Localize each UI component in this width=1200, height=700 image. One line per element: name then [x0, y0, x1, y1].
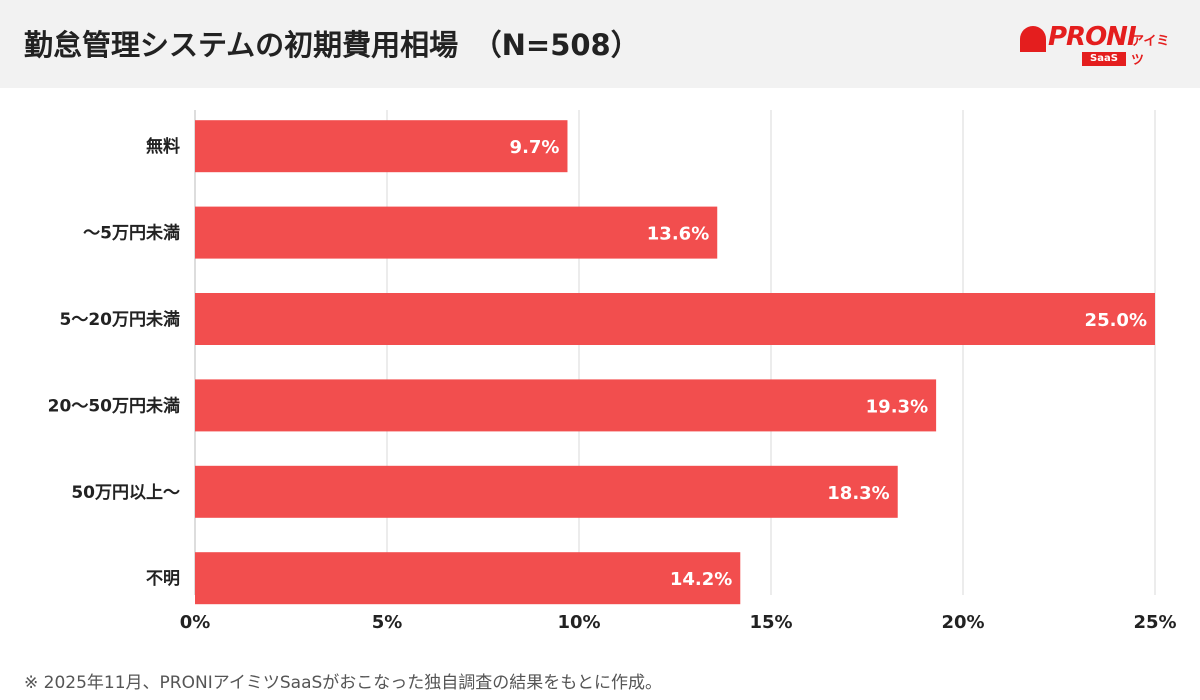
x-tick-label: 5% — [372, 612, 403, 633]
category-label: 50万円以上〜 — [71, 483, 180, 503]
logo-badge: SaaS — [1082, 52, 1126, 66]
bar — [195, 379, 937, 432]
bar — [195, 206, 718, 259]
page-title: 勤怠管理システムの初期費用相場 （N=508） — [24, 28, 640, 62]
header: 勤怠管理システムの初期費用相場 （N=508） PRONI アイミツ SaaS — [0, 0, 1200, 88]
data-label: 14.2% — [670, 569, 732, 590]
logo-text: PRONI — [1048, 22, 1137, 52]
x-tick-label: 20% — [941, 612, 984, 633]
category-label: 不明 — [146, 569, 180, 589]
category-label: 無料 — [146, 136, 180, 157]
bar — [195, 120, 568, 173]
data-label: 13.6% — [647, 224, 709, 245]
penguin-logo-icon — [1020, 26, 1046, 52]
bar — [195, 465, 898, 518]
bar — [195, 552, 741, 605]
proni-logo: PRONI アイミツ SaaS — [1020, 18, 1180, 70]
x-tick-label: 15% — [749, 612, 792, 633]
bar — [195, 293, 1155, 345]
category-label: 5〜20万円未満 — [60, 309, 181, 330]
data-label: 9.7% — [510, 137, 560, 158]
x-tick-label: 0% — [180, 612, 211, 633]
data-label: 18.3% — [827, 483, 889, 504]
category-label: 〜5万円未満 — [83, 223, 180, 244]
x-tick-label: 10% — [557, 612, 600, 633]
category-label: 20〜50万円未満 — [48, 395, 180, 416]
data-label: 25.0% — [1085, 310, 1147, 331]
footnote: ※ 2025年11月、PRONIアイミツSaaSがおこなった独自調査の結果をもと… — [24, 673, 662, 693]
logo-sub: アイミツ — [1131, 34, 1170, 68]
data-label: 19.3% — [866, 396, 928, 417]
bar-chart: 0% 5% 10% 15% 20% 25% 9.7% 無料 13.6% 〜5万円未満 25.0% 5〜… — [48, 110, 1177, 633]
x-tick-label: 25% — [1133, 612, 1176, 633]
